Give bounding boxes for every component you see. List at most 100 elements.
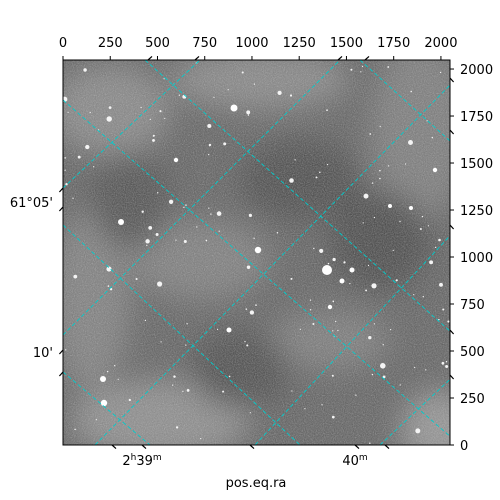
- star: [200, 437, 202, 440]
- star: [434, 246, 437, 249]
- star: [414, 366, 416, 369]
- top-tick-label: 0: [59, 36, 67, 51]
- right-tick-label: 1750: [460, 110, 493, 125]
- star: [196, 226, 198, 228]
- star-field: [63, 62, 450, 444]
- star: [415, 428, 421, 434]
- star: [289, 178, 294, 183]
- star: [163, 78, 165, 80]
- star: [245, 308, 248, 310]
- star: [185, 344, 187, 346]
- star: [355, 394, 357, 396]
- star: [331, 374, 334, 377]
- right-tick-label: 1250: [460, 204, 493, 219]
- world-tick: [111, 444, 117, 450]
- right-tick-label: 0: [460, 439, 468, 454]
- star: [175, 426, 179, 429]
- right-tick-label: 1000: [460, 251, 493, 266]
- star: [442, 308, 445, 311]
- star: [395, 279, 398, 282]
- star: [445, 361, 448, 363]
- star: [421, 215, 424, 218]
- star: [216, 211, 222, 216]
- star: [249, 310, 255, 315]
- star: [173, 375, 176, 378]
- star: [447, 320, 450, 323]
- star: [363, 193, 369, 199]
- star: [313, 247, 315, 250]
- star: [152, 134, 155, 137]
- star: [441, 361, 445, 365]
- grid-line: [94, 84, 450, 445]
- star: [106, 116, 112, 122]
- star: [106, 266, 112, 272]
- grid-line: [254, 235, 450, 445]
- star: [410, 90, 412, 93]
- star: [388, 165, 390, 167]
- grid-line: [63, 60, 341, 336]
- star: [332, 300, 335, 303]
- bright-star: [322, 265, 332, 275]
- star: [246, 110, 251, 115]
- star: [186, 389, 190, 392]
- wcs-grid: [63, 60, 450, 445]
- star: [67, 111, 69, 113]
- star: [371, 182, 374, 184]
- world-tick: [449, 329, 455, 335]
- world-tick: [58, 206, 64, 212]
- world-tick: [194, 55, 200, 61]
- star: [241, 71, 244, 74]
- star: [223, 142, 227, 146]
- star: [208, 153, 210, 156]
- star: [140, 106, 142, 109]
- star: [290, 277, 293, 280]
- world-tick: [449, 129, 455, 135]
- star: [152, 138, 155, 142]
- star: [380, 363, 386, 369]
- star: [349, 283, 351, 285]
- dec-tick-label-1: 61°05': [10, 196, 53, 211]
- star: [109, 288, 113, 291]
- world-tick: [449, 77, 455, 83]
- star: [145, 239, 150, 244]
- star: [210, 213, 212, 215]
- star: [244, 340, 246, 343]
- star: [427, 225, 429, 227]
- star: [312, 322, 315, 326]
- star: [399, 220, 401, 223]
- star: [208, 207, 210, 209]
- star: [335, 320, 337, 323]
- star: [72, 197, 74, 199]
- star: [83, 68, 87, 72]
- star: [148, 226, 153, 230]
- world-tick: [141, 444, 147, 450]
- star: [218, 230, 220, 232]
- top-tick-label: 1250: [283, 36, 316, 51]
- star: [361, 65, 364, 68]
- world-tick: [58, 349, 64, 355]
- top-tick-label: 2000: [424, 36, 457, 51]
- star: [186, 323, 188, 325]
- star: [164, 117, 166, 119]
- star: [327, 262, 330, 265]
- star: [315, 176, 318, 179]
- star: [445, 365, 449, 368]
- star: [309, 299, 312, 301]
- right-tick-label: 2000: [460, 63, 493, 78]
- star: [371, 373, 374, 376]
- top-tick-labels: 0 250 500 750 1000 1250 1500 1750 2000: [59, 36, 458, 51]
- top-tick-label: 1000: [235, 36, 268, 51]
- star: [438, 238, 441, 242]
- star: [425, 369, 427, 371]
- grid-line: [63, 99, 450, 437]
- bright-star: [409, 206, 413, 210]
- star: [107, 285, 110, 287]
- top-tick-label: 750: [192, 36, 217, 51]
- star: [373, 323, 376, 325]
- top-tick-label: 1750: [377, 36, 410, 51]
- star: [379, 177, 381, 180]
- star: [182, 390, 184, 393]
- grid-line: [63, 60, 201, 189]
- dec-tick-label-2: 10': [33, 346, 53, 361]
- star: [429, 260, 434, 265]
